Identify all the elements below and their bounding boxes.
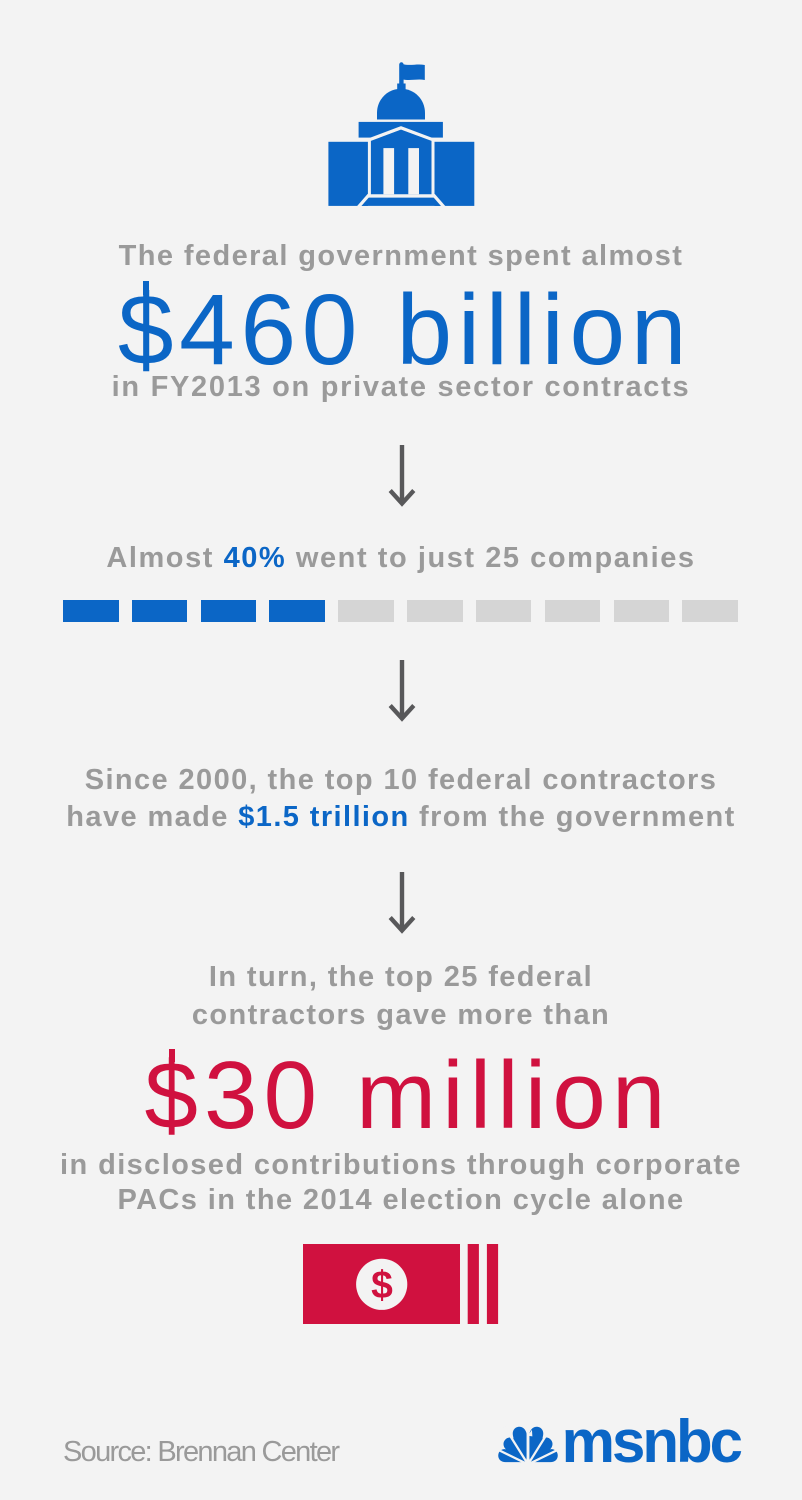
svg-text:$: $ <box>371 1264 393 1307</box>
